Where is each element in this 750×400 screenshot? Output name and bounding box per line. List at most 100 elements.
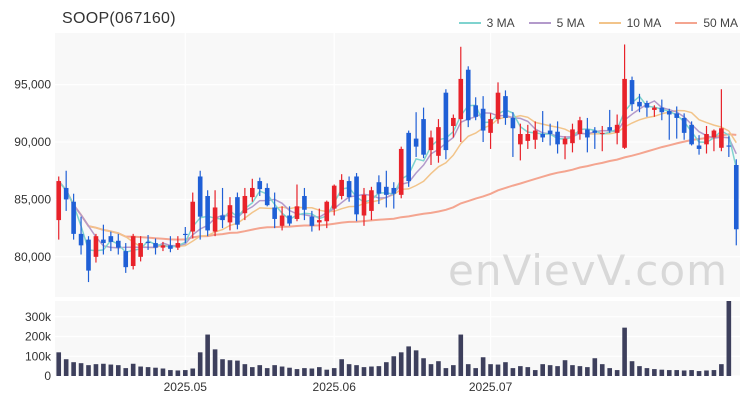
candle-body bbox=[443, 92, 449, 151]
volume-tick-label: 100k bbox=[25, 349, 52, 363]
volume-bar bbox=[242, 364, 248, 376]
candle-body bbox=[719, 128, 724, 148]
candle-body bbox=[331, 185, 337, 209]
candle-body bbox=[220, 215, 225, 221]
candle-body bbox=[540, 134, 545, 138]
volume-bar bbox=[78, 363, 84, 376]
legend-label-ma50: 50 MA bbox=[703, 16, 738, 30]
volume-bar bbox=[391, 356, 397, 376]
volume-bar bbox=[659, 369, 665, 376]
candle-body bbox=[168, 245, 173, 249]
volume-bar bbox=[711, 370, 717, 376]
legend-label-ma3: 3 MA bbox=[486, 16, 515, 30]
volume-bar bbox=[361, 367, 367, 376]
candle-body bbox=[428, 137, 434, 151]
volume-bar bbox=[465, 364, 471, 376]
volume-bar bbox=[622, 327, 627, 376]
candle-body bbox=[324, 201, 330, 222]
volume-bar bbox=[510, 368, 516, 376]
volume-bar bbox=[257, 365, 263, 376]
candle-body bbox=[525, 134, 531, 141]
candle-body bbox=[108, 236, 114, 242]
candle-body bbox=[138, 243, 143, 257]
price-tick-label: 90,000 bbox=[14, 135, 51, 149]
candle-body bbox=[101, 239, 106, 244]
volume-bar bbox=[413, 350, 419, 376]
volume-bar bbox=[532, 370, 538, 376]
candle-body bbox=[599, 132, 605, 134]
candle-body bbox=[86, 239, 91, 271]
candle-body bbox=[257, 181, 263, 190]
candle-body bbox=[704, 134, 709, 145]
candle-body bbox=[302, 195, 307, 210]
volume-bar bbox=[503, 362, 508, 376]
volume-bar bbox=[168, 370, 173, 376]
candle-body bbox=[503, 96, 508, 118]
candle-body bbox=[317, 220, 322, 223]
legend-swatch-ma3 bbox=[458, 22, 481, 24]
volume-bar bbox=[212, 349, 218, 376]
candle-body bbox=[592, 130, 598, 133]
candle-body bbox=[384, 186, 389, 195]
price-panel-bg bbox=[55, 33, 740, 297]
volume-bar bbox=[674, 370, 680, 376]
volume-bar bbox=[93, 364, 99, 376]
candle-body bbox=[570, 129, 575, 144]
legend-item-ma10[interactable]: 10 MA bbox=[598, 16, 662, 30]
candle-body bbox=[115, 240, 121, 248]
volume-bar bbox=[451, 365, 456, 376]
watermark: enVievV.com bbox=[447, 246, 728, 295]
candle-body bbox=[339, 179, 344, 196]
volume-bar bbox=[704, 370, 709, 376]
volume-bar bbox=[652, 369, 657, 376]
candle-body bbox=[637, 101, 642, 107]
candle-body bbox=[622, 78, 627, 148]
candle-body bbox=[376, 182, 382, 194]
candle-body bbox=[488, 119, 493, 133]
legend-item-ma5[interactable]: 5 MA bbox=[528, 16, 585, 30]
candle-body bbox=[235, 197, 240, 225]
legend-item-ma3[interactable]: 3 MA bbox=[458, 16, 515, 30]
volume-bar bbox=[607, 368, 613, 376]
volume-bar bbox=[153, 367, 158, 376]
candle-body bbox=[391, 187, 397, 194]
candle-body bbox=[71, 201, 76, 234]
volume-bar bbox=[123, 368, 129, 376]
volume-bar bbox=[86, 365, 91, 376]
volume-bar bbox=[250, 367, 255, 376]
volume-bar bbox=[138, 366, 143, 376]
volume-bar bbox=[227, 360, 233, 376]
volume-bar bbox=[63, 359, 69, 376]
volume-bar bbox=[145, 367, 151, 376]
volume-panel-bg bbox=[55, 301, 740, 376]
candle-body bbox=[205, 195, 210, 231]
candle-body bbox=[510, 117, 516, 129]
volume-bar bbox=[279, 366, 285, 376]
legend-label-ma10: 10 MA bbox=[626, 16, 662, 30]
candle-body bbox=[145, 241, 151, 244]
volume-bar bbox=[681, 370, 687, 376]
volume-bar bbox=[562, 360, 568, 376]
volume-bar bbox=[436, 361, 441, 376]
candle-body bbox=[436, 127, 441, 156]
volume-bar bbox=[726, 301, 732, 376]
candle-body bbox=[78, 233, 84, 246]
candle-body bbox=[63, 187, 69, 200]
candle-body bbox=[585, 129, 590, 138]
volume-bar bbox=[272, 365, 277, 376]
volume-bar bbox=[302, 368, 307, 376]
candle-body bbox=[726, 145, 732, 147]
candle-body bbox=[689, 124, 694, 145]
legend: 3 MA 5 MA 10 MA 50 MA bbox=[458, 16, 738, 30]
volume-bar bbox=[182, 370, 188, 376]
volume-bar bbox=[428, 364, 434, 376]
candle-body bbox=[272, 207, 277, 219]
legend-item-ma50[interactable]: 50 MA bbox=[675, 16, 738, 30]
candle-body bbox=[398, 148, 404, 195]
volume-bar bbox=[689, 370, 694, 376]
candle-body bbox=[495, 92, 501, 120]
volume-bar bbox=[614, 370, 620, 376]
volume-bar bbox=[220, 359, 225, 376]
volume-bar bbox=[346, 364, 352, 376]
candle-body bbox=[681, 117, 687, 133]
